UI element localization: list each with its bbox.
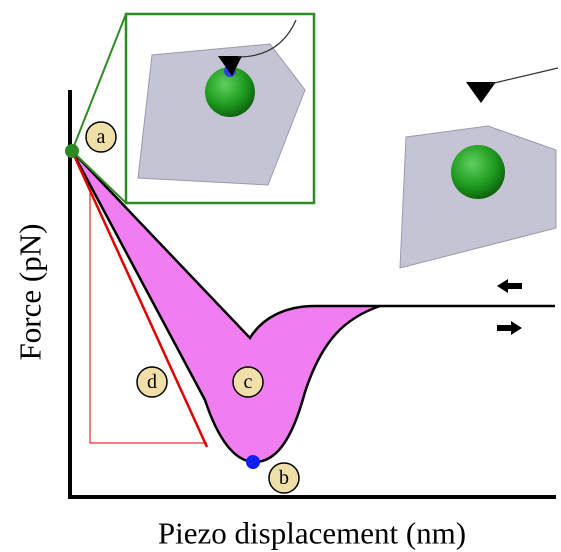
label-text: b [279, 467, 289, 489]
x-axis-title: Piezo displacement (nm) [158, 516, 466, 551]
label-text: d [147, 371, 157, 393]
label-text: c [244, 371, 253, 393]
arrow-right [497, 321, 522, 335]
bead [451, 145, 505, 199]
label-a: a [86, 122, 116, 152]
label-text: a [97, 126, 106, 148]
point-a [65, 144, 79, 158]
point-b [246, 455, 260, 469]
tip [466, 82, 496, 103]
label-d: d [137, 367, 167, 397]
arrow-left [497, 279, 522, 293]
diagram: a b c d Force (pN) Piezo displacement (n… [0, 0, 561, 552]
y-axis-title: Force (pN) [13, 224, 48, 361]
cantilever [490, 68, 558, 84]
label-b: b [269, 463, 299, 493]
label-c: c [233, 367, 263, 397]
